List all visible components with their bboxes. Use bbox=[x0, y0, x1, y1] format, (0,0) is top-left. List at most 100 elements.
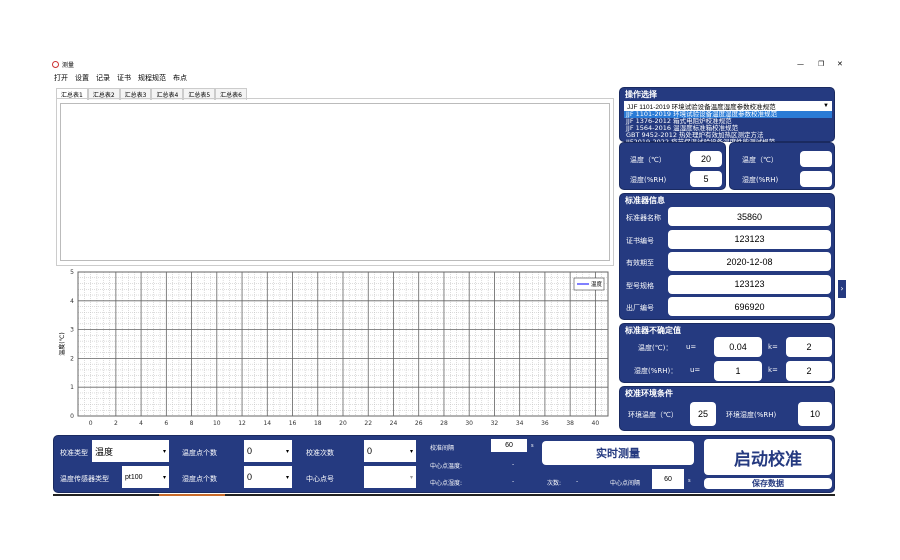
x-tick-label: 6 bbox=[164, 420, 168, 427]
start-calibration-button[interactable]: 启动校准 bbox=[704, 439, 832, 475]
x-tick-label: 12 bbox=[238, 420, 246, 427]
standard-field-input[interactable]: 2020-12-08 bbox=[668, 252, 831, 271]
temp-k-input[interactable]: 2 bbox=[786, 337, 832, 357]
title-bar: 测量 — ❐ ✕ bbox=[52, 60, 852, 72]
temp-u-input[interactable]: 0.04 bbox=[714, 337, 762, 357]
temperature-chart: 0 2 4 6 8 10 12 14 16 18 20 22 24 26 28 30 32 34 36 38 40012… bbox=[58, 269, 609, 427]
temp-label: 温度（℃） bbox=[630, 156, 666, 164]
status-bar bbox=[53, 494, 835, 496]
chevron-right-icon: › bbox=[840, 284, 844, 293]
standard-field-label: 证书编号 bbox=[626, 236, 654, 245]
hum-label: 湿度(%RH) bbox=[742, 176, 779, 184]
temp-setpoint-input[interactable]: 20 bbox=[690, 151, 722, 167]
standard-field-input[interactable]: 123123 bbox=[668, 274, 831, 294]
sensor-select[interactable]: pt100 ▾ bbox=[122, 466, 169, 488]
x-tick-label: 14 bbox=[263, 420, 271, 427]
uncertainty-title: 标准器不确定值 bbox=[625, 326, 681, 335]
center-select[interactable]: ▾ bbox=[364, 466, 416, 488]
times-select[interactable]: 0 ▾ bbox=[364, 440, 416, 462]
environment-panel: 校准环境条件 环境温度（℃） 25 环境湿度(%RH) 10 bbox=[619, 386, 835, 431]
center-temp-value: - bbox=[512, 461, 515, 468]
standard-field-input[interactable]: 35860 bbox=[668, 207, 831, 226]
env-temp-input[interactable]: 25 bbox=[690, 402, 716, 426]
option[interactable]: JJF 1564-2016 温湿度标准箱校准规范 bbox=[626, 124, 739, 132]
times-value: 0 bbox=[367, 446, 373, 456]
y-tick-label: 5 bbox=[70, 269, 74, 276]
sensor-label: 温度传感器类型 bbox=[60, 475, 109, 483]
hum-setpoint-input[interactable]: 5 bbox=[690, 171, 722, 187]
tab-summary-2[interactable]: 汇总表2 bbox=[87, 88, 120, 100]
calibration-control-panel: 校准类型 温度 ▾ 温度传感器类型 pt100 ▾ 温度点个数 0 ▾ 湿度点个数 0… bbox=[53, 435, 835, 493]
option[interactable]: JJF 1101-2019 环境试验设备温度湿度参数校准规范 bbox=[624, 111, 832, 118]
option[interactable]: GBT 9452-2012 热处理炉有效加热区测定方法 bbox=[626, 131, 764, 139]
operation-title: 操作选择 bbox=[625, 90, 657, 99]
temp-points-value: 0 bbox=[247, 446, 253, 456]
maximize-button[interactable]: ❐ bbox=[818, 60, 825, 68]
menu-layout[interactable]: 布点 bbox=[173, 74, 187, 82]
x-tick-label: 26 bbox=[415, 420, 423, 427]
hum-u-label: 湿度(%RH)： bbox=[634, 367, 678, 375]
realtime-measure-button[interactable]: 实时测量 bbox=[542, 441, 694, 465]
x-tick-label: 20 bbox=[339, 420, 347, 427]
tab-bar: 汇总表1 汇总表2 汇总表3 汇总表4 汇总表5 汇总表6 bbox=[56, 88, 247, 100]
x-tick-label: 32 bbox=[491, 420, 499, 427]
standard-field-label: 有效期至 bbox=[626, 259, 654, 267]
tab-summary-6[interactable]: 汇总表6 bbox=[215, 88, 247, 100]
expand-panel-button[interactable]: › bbox=[838, 280, 846, 298]
x-tick-label: 2 bbox=[114, 420, 118, 427]
x-tick-label: 4 bbox=[139, 420, 143, 427]
x-tick-label: 36 bbox=[541, 420, 549, 427]
option[interactable]: JJF 1376-2012 箱式电阻炉校准规范 bbox=[626, 117, 732, 125]
menu-settings[interactable]: 设置 bbox=[75, 74, 89, 82]
standard-info-title: 标准器信息 bbox=[625, 196, 665, 205]
tab-summary-4[interactable]: 汇总表4 bbox=[151, 88, 184, 100]
env-hum-input[interactable]: 10 bbox=[798, 402, 832, 426]
standard-field-input[interactable]: 123123 bbox=[668, 229, 831, 249]
x-tick-label: 40 bbox=[592, 420, 600, 427]
center-interval-input[interactable]: 60 bbox=[652, 469, 684, 489]
setpoint-left-panel: 温度（℃） 20 湿度(%RH) 5 bbox=[619, 142, 726, 190]
hum-points-value: 0 bbox=[247, 472, 253, 482]
standard-field-input[interactable]: 696920 bbox=[668, 297, 831, 316]
hum-u-input[interactable]: 1 bbox=[714, 361, 762, 381]
center-hum-value: - bbox=[512, 478, 515, 485]
tab-summary-3[interactable]: 汇总表3 bbox=[119, 88, 152, 100]
u-label: u= bbox=[686, 343, 697, 351]
save-data-button[interactable]: 保存数据 bbox=[704, 478, 832, 489]
hum-points-select[interactable]: 0 ▾ bbox=[244, 466, 292, 488]
standard-select[interactable]: JJF 1101-2019 环境试验设备温度湿度参数校准规范 ▼ bbox=[624, 101, 832, 111]
close-button[interactable]: ✕ bbox=[837, 60, 843, 68]
app-icon bbox=[52, 61, 59, 68]
temp-u-label: 温度(℃)： bbox=[638, 344, 673, 352]
menu-regulations[interactable]: 规程规范 bbox=[138, 74, 166, 82]
k-label: k= bbox=[768, 366, 778, 374]
x-tick-label: 30 bbox=[465, 420, 473, 427]
x-tick-label: 34 bbox=[516, 420, 524, 427]
standard-field-label: 标准器名称 bbox=[626, 214, 661, 222]
temp-setpoint-input-2[interactable] bbox=[800, 151, 832, 167]
center-hum-label: 中心点湿度: bbox=[430, 480, 463, 487]
standard-select-value: JJF 1101-2019 环境试验设备温度湿度参数校准规范 bbox=[627, 104, 776, 111]
tab-summary-1[interactable]: 汇总表1 bbox=[56, 88, 88, 100]
tab-summary-5[interactable]: 汇总表5 bbox=[183, 88, 216, 100]
minimize-button[interactable]: — bbox=[797, 60, 804, 68]
sec-unit: s bbox=[531, 443, 534, 449]
temp-points-select[interactable]: 0 ▾ bbox=[244, 440, 292, 462]
menu-certificate[interactable]: 证书 bbox=[117, 74, 131, 82]
hum-setpoint-input-2[interactable] bbox=[800, 171, 832, 187]
menu-open[interactable]: 打开 bbox=[54, 74, 68, 82]
x-tick-label: 8 bbox=[190, 420, 194, 427]
x-tick-label: 22 bbox=[364, 420, 372, 427]
dropdown-arrow-icon: ▾ bbox=[285, 448, 289, 455]
hum-label: 湿度(%RH) bbox=[630, 176, 667, 184]
cal-type-select[interactable]: 温度 ▾ bbox=[92, 440, 169, 462]
standard-field-label: 出厂编号 bbox=[626, 304, 654, 312]
interval-input[interactable]: 60 bbox=[491, 439, 527, 452]
y-tick-label: 0 bbox=[70, 413, 74, 420]
k-label: k= bbox=[768, 343, 778, 351]
x-tick-label: 0 bbox=[89, 420, 93, 427]
menu-records[interactable]: 记录 bbox=[96, 74, 110, 82]
summary-table-area[interactable] bbox=[56, 98, 614, 266]
standard-info-panel: 标准器信息 标准器名称 35860 证书编号 123123 有效期至 2020-12… bbox=[619, 193, 835, 320]
hum-k-input[interactable]: 2 bbox=[786, 361, 832, 381]
